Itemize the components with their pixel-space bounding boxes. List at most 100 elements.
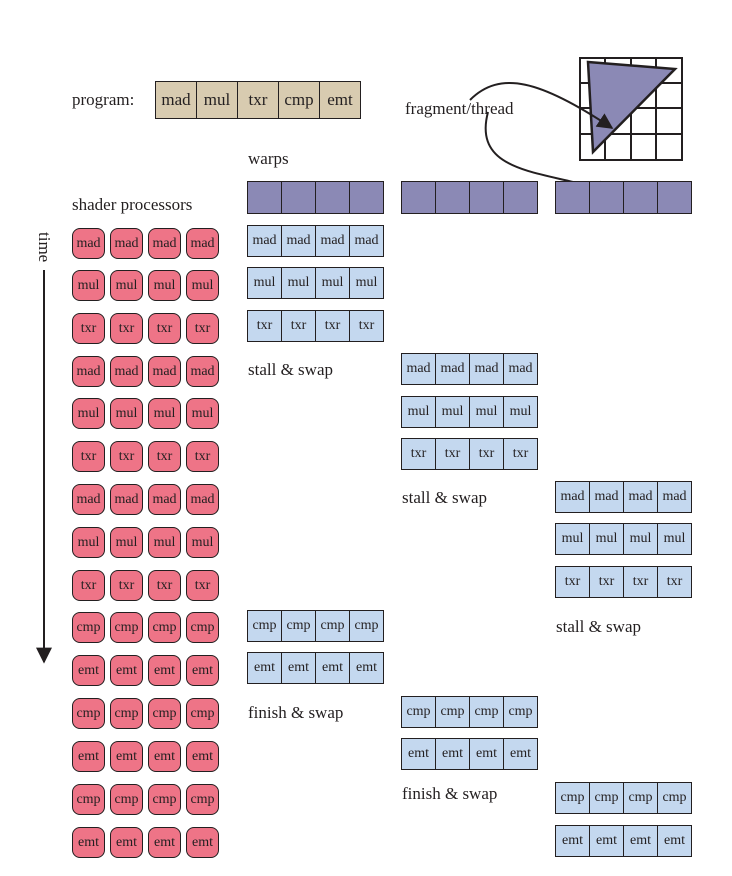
thread-instruction: mad [316,226,350,256]
thread-instruction: cmp [316,611,350,641]
shader-processor-row: mad mad mad mad [72,228,219,259]
program-instructions: mad mul txr cmp emt [155,81,361,119]
warp-instruction-block: emt emt emt emt [555,825,692,857]
warp-instruction-block: mul mul mul mul [247,267,384,299]
shader-processor-row: emt emt emt emt [72,827,219,858]
processor-instruction: txr [72,570,105,601]
shader-processor-row: emt emt emt emt [72,741,219,772]
triangle-shape [586,60,678,155]
processor-instruction: emt [110,655,143,686]
warp-3 [555,181,692,214]
stall-swap-label-2: stall & swap [402,488,487,507]
thread-cell [470,182,504,213]
thread-instruction: txr [666,574,683,589]
processor-instruction: txr [186,570,219,601]
thread-instruction: emt [556,826,590,856]
processor-instruction: mul [110,398,143,429]
processor-instruction: txr [72,313,105,344]
warp-instruction-block: cmp cmp cmp cmp [401,696,538,728]
warp-instruction-block: emt emt emt emt [247,652,384,684]
processor-instruction: cmp [148,698,181,729]
warp-instruction-block: mul mul mul mul [555,523,692,555]
finish-swap-label-2: finish & swap [402,784,498,803]
warp-1 [247,181,384,214]
processor-instruction: mad [72,228,105,259]
processor-instruction: mul [186,527,219,558]
shader-processor-row: mul mul mul mul [72,527,219,558]
processor-instruction: mad [110,356,143,387]
thread-instruction: txr [316,311,350,341]
processor-instruction: mul [148,270,181,301]
thread-instruction: mul [436,397,470,427]
thread-instruction: txr [358,318,375,333]
thread-instruction: cmp [470,697,504,727]
thread-cell [504,182,537,213]
processor-instruction: mad [72,484,105,515]
processor-instruction: mul [148,398,181,429]
thread-instruction: mad [248,226,282,256]
warp-instruction-block: emt emt emt emt [401,738,538,770]
warp-instruction-block: txr txr txr txr [555,566,692,598]
thread-instruction: txr [556,567,590,597]
shader-processor-row: cmp cmp cmp cmp [72,612,219,643]
thread-instruction: txr [470,439,504,469]
processor-instruction: mad [186,484,219,515]
processor-instruction: emt [110,827,143,858]
thread-instruction: txr [624,567,658,597]
warp-instruction-block: mad mad mad mad [401,353,538,385]
shader-processor-row: cmp cmp cmp cmp [72,784,219,815]
shader-processor-row: cmp cmp cmp cmp [72,698,219,729]
thread-cell [248,182,282,213]
thread-cell [556,182,590,213]
processor-instruction: mul [110,527,143,558]
thread-instruction: mad [556,482,590,512]
thread-cell [316,182,350,213]
processor-instruction: txr [72,441,105,472]
thread-instruction: emt [590,826,624,856]
warp-instruction-block: cmp cmp cmp cmp [555,782,692,814]
shader-processor-row: txr txr txr txr [72,570,219,601]
thread-instruction: txr [512,446,529,461]
thread-instruction: mul [663,531,686,546]
warp-instruction-block: txr txr txr txr [401,438,538,470]
thread-instruction: emt [470,739,504,769]
program-instruction: emt [327,90,353,109]
thread-cell [590,182,624,213]
processor-instruction: emt [72,827,105,858]
thread-instruction: txr [436,439,470,469]
processor-instruction: cmp [110,698,143,729]
processor-instruction: mul [148,527,181,558]
processor-instruction: emt [148,655,181,686]
processor-instruction: cmp [72,612,105,643]
thread-instruction: mul [470,397,504,427]
thread-cell [402,182,436,213]
thread-instruction: cmp [662,790,687,805]
thread-instruction: mul [316,268,350,298]
thread-instruction: txr [590,567,624,597]
thread-instruction: mul [556,524,590,554]
thread-instruction: mul [509,404,532,419]
processor-instruction: emt [110,741,143,772]
warps-label: warps [248,149,289,168]
thread-instruction: emt [664,833,685,848]
processor-instruction: mad [72,356,105,387]
processor-instruction: cmp [110,612,143,643]
thread-cell [436,182,470,213]
warp-instruction-block: mad mad mad mad [247,225,384,257]
thread-instruction: cmp [402,697,436,727]
processor-instruction: emt [72,655,105,686]
thread-instruction: cmp [248,611,282,641]
thread-instruction: mul [282,268,316,298]
processor-instruction: mad [110,228,143,259]
thread-instruction: mad [282,226,316,256]
shader-processor-row: mad mad mad mad [72,484,219,515]
thread-instruction: mul [248,268,282,298]
warp-instruction-block: mul mul mul mul [401,396,538,428]
thread-instruction: mul [402,397,436,427]
processor-instruction: mul [72,527,105,558]
thread-instruction: mad [590,482,624,512]
time-label: time [35,232,54,263]
warp-2 [401,181,538,214]
processor-instruction: emt [72,741,105,772]
thread-cell [624,182,658,213]
